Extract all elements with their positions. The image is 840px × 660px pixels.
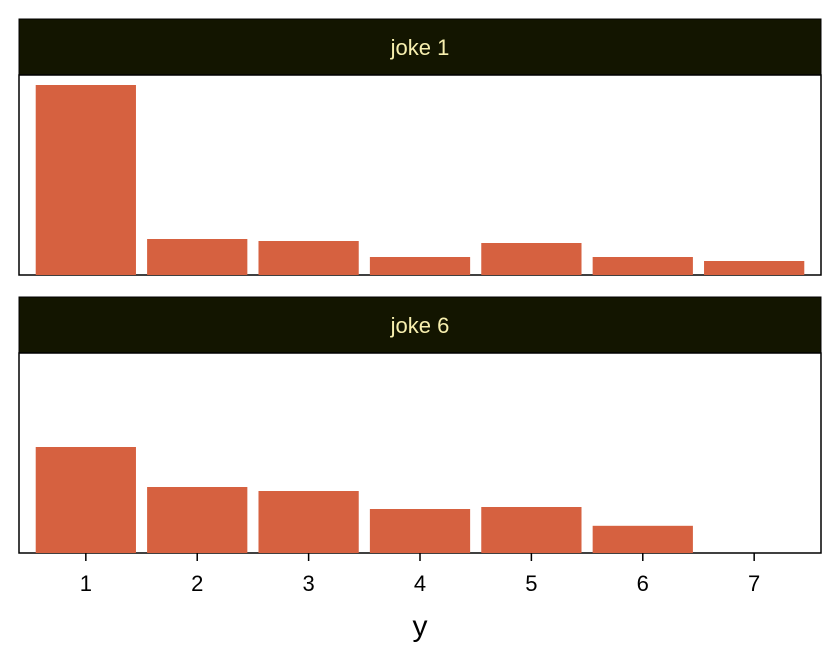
panel-joke-1: joke 1 [18, 18, 822, 276]
bar-joke-6-2 [147, 487, 248, 553]
x-tick-label-3: 3 [302, 571, 314, 596]
x-axis-title: y [413, 610, 428, 643]
strip-label-joke-1: joke 1 [390, 35, 450, 60]
bar-joke-6-6 [592, 525, 693, 553]
bar-joke-1-2 [147, 239, 248, 275]
bar-joke-1-3 [258, 241, 359, 275]
strip-background-joke-6 [18, 296, 822, 354]
bar-joke-6-4 [369, 509, 471, 553]
bar-joke-1-4 [369, 257, 471, 275]
bars-joke-1 [35, 85, 805, 275]
bar-joke-1-6 [592, 257, 693, 275]
bar-joke-6-3 [258, 491, 359, 553]
x-tick-label-6: 6 [637, 571, 649, 596]
bar-joke-1-1 [35, 85, 136, 275]
bar-joke-1-7 [704, 261, 805, 275]
bar-joke-6-5 [481, 507, 582, 553]
panel-border-joke-1 [18, 74, 822, 276]
panel-joke-6: joke 6 [18, 296, 822, 554]
bar-joke-6-1 [35, 447, 136, 553]
x-tick-label-7: 7 [748, 571, 760, 596]
x-tick-label-4: 4 [414, 571, 426, 596]
x-tick-label-1: 1 [80, 571, 92, 596]
strip-label-joke-6: joke 6 [390, 313, 450, 338]
bar-joke-1-5 [481, 243, 582, 275]
bars-joke-6 [35, 447, 693, 553]
strip-background-joke-1 [18, 18, 822, 76]
x-tick-label-5: 5 [525, 571, 537, 596]
x-tick-label-2: 2 [191, 571, 203, 596]
x-axis: 1 2 3 4 5 6 7 [80, 553, 760, 596]
